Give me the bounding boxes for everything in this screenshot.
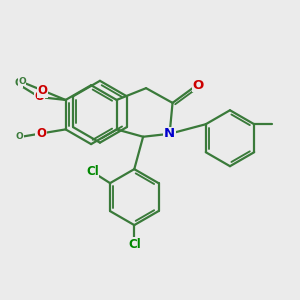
- Text: O: O: [36, 127, 46, 140]
- Text: O: O: [19, 77, 26, 86]
- Text: O: O: [14, 78, 23, 88]
- Text: Cl: Cl: [86, 165, 99, 178]
- Text: O: O: [35, 91, 45, 103]
- Text: O: O: [38, 84, 47, 97]
- Text: Cl: Cl: [128, 238, 141, 251]
- Text: N: N: [164, 127, 175, 140]
- Text: O: O: [193, 79, 204, 92]
- Text: O: O: [16, 132, 24, 141]
